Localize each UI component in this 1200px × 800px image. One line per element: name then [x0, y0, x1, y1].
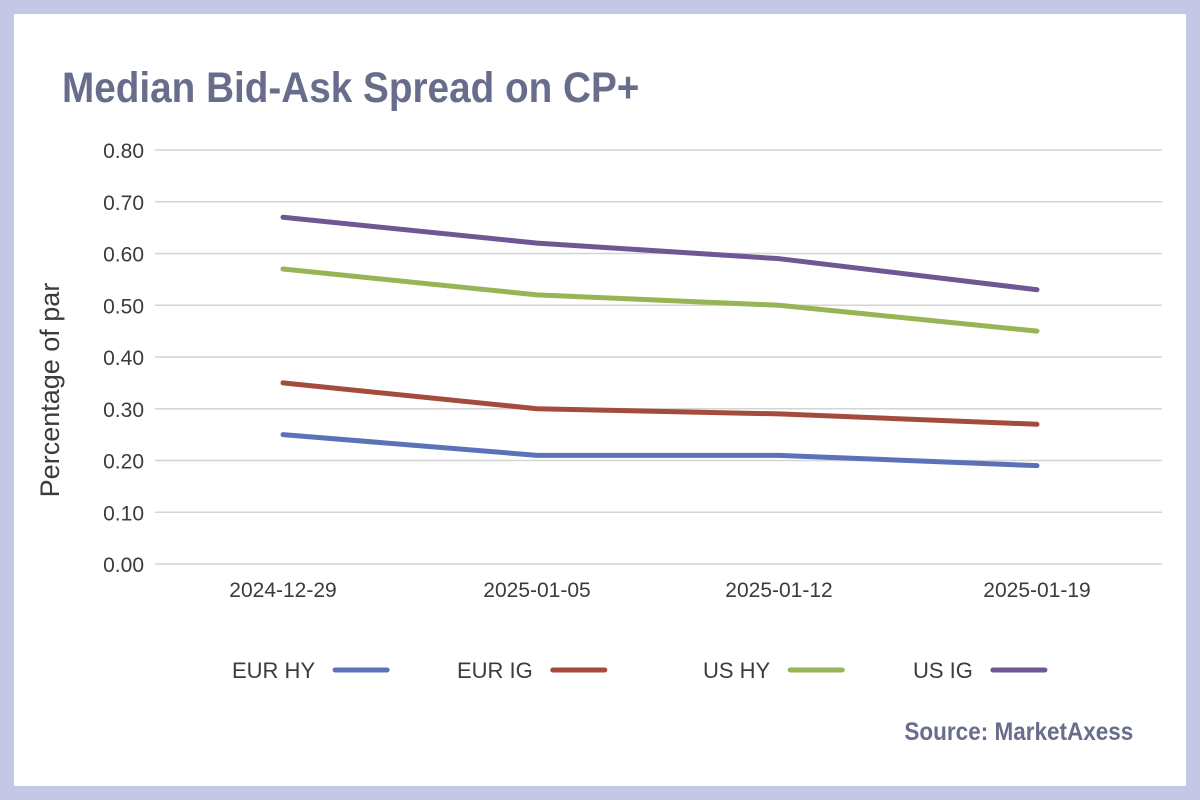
y-tick-label: 0.10: [103, 502, 144, 525]
y-tick-label: 0.20: [103, 451, 144, 474]
y-tick-label: 0.80: [103, 140, 144, 163]
series-lines: [280, 214, 1040, 469]
x-tick-label: 2024-12-29: [229, 579, 336, 602]
y-tick-label: 0.30: [103, 399, 144, 422]
y-tick-label: 0.00: [103, 554, 144, 577]
y-tick-label: 0.70: [103, 192, 144, 215]
series-line-eur-hy: [280, 432, 1040, 469]
y-axis-label: Percentage of par: [35, 283, 65, 498]
source-note: Source: MarketAxess: [904, 718, 1133, 746]
x-tick-label: 2025-01-05: [483, 579, 590, 602]
legend-item: US IG: [913, 658, 1048, 683]
y-tick-label: 0.40: [103, 347, 144, 370]
legend-label: US HY: [703, 658, 771, 683]
gridlines: [155, 149, 1162, 565]
series-line-us-hy: [280, 266, 1040, 334]
legend-item: EUR IG: [457, 658, 608, 683]
chart-card: Median Bid-Ask Spread on CP+ Source: Mar…: [14, 14, 1186, 786]
chart-title: Median Bid-Ask Spread on CP+: [62, 64, 640, 112]
legend-item: EUR HY: [232, 658, 390, 683]
x-tick-label: 2025-01-19: [983, 579, 1090, 602]
y-axis-ticks: 0.00 0.10 0.20 0.30 0.40 0.50 0.60 0.70 0.80: [103, 140, 144, 577]
y-tick-label: 0.60: [103, 244, 144, 267]
legend: EUR HY EUR IG US HY US IG: [232, 658, 1048, 683]
y-tick-label: 0.50: [103, 295, 144, 318]
legend-label: EUR IG: [457, 658, 533, 683]
legend-item: US HY: [703, 658, 845, 683]
series-line-us-ig: [280, 214, 1040, 293]
legend-label: EUR HY: [232, 658, 315, 683]
x-tick-label: 2025-01-12: [725, 579, 832, 602]
legend-label: US IG: [913, 658, 973, 683]
x-axis-ticks: 2024-12-29 2025-01-05 2025-01-12 2025-01-19: [229, 579, 1090, 602]
series-line-eur-ig: [280, 380, 1040, 427]
